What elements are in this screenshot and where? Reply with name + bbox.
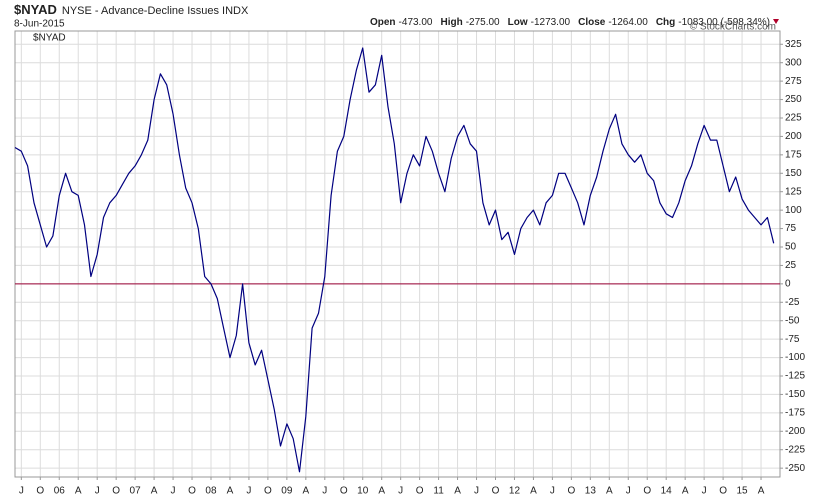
x-tick-label: 15 xyxy=(737,486,749,497)
x-tick-label: O xyxy=(112,486,120,497)
x-tick-label: A xyxy=(75,486,82,497)
quote-value: -1273.00 xyxy=(531,17,571,28)
y-tick-label: -150 xyxy=(785,389,805,400)
y-tick-label: 150 xyxy=(785,168,802,179)
y-tick-label: -175 xyxy=(785,408,805,419)
x-tick-label: A xyxy=(758,486,765,497)
y-tick-label: -225 xyxy=(785,444,805,455)
legend-label: $NYAD xyxy=(33,33,66,44)
x-tick-label: O xyxy=(36,486,44,497)
x-tick-label: 10 xyxy=(357,486,369,497)
y-tick-label: -25 xyxy=(785,297,800,308)
y-tick-label: 325 xyxy=(785,39,802,50)
y-tick-label: 275 xyxy=(785,76,802,87)
quote-value: -473.00 xyxy=(399,17,433,28)
y-tick-label: 125 xyxy=(785,186,802,197)
x-tick-label: O xyxy=(416,486,424,497)
y-tick-label: -75 xyxy=(785,334,800,345)
x-tick-label: 06 xyxy=(54,486,66,497)
y-tick-label: 200 xyxy=(785,131,802,142)
x-tick-label: 08 xyxy=(205,486,217,497)
x-tick-label: A xyxy=(378,486,385,497)
x-tick-label: O xyxy=(719,486,727,497)
y-tick-label: 0 xyxy=(785,278,791,289)
y-tick-label: -100 xyxy=(785,352,805,363)
quote: Open -473.00 High -275.00 Low -1273.00 Close -1… xyxy=(370,17,770,28)
y-tick-label: 25 xyxy=(785,260,797,271)
quote-label: Low xyxy=(508,17,528,28)
x-tick-label: A xyxy=(606,486,613,497)
y-tick-label: 225 xyxy=(785,113,802,124)
x-tick-label: O xyxy=(643,486,651,497)
y-tick-label: 300 xyxy=(785,57,802,68)
x-tick-label: 12 xyxy=(509,486,521,497)
copyright: © StockCharts.com xyxy=(690,22,776,33)
x-tick-label: J xyxy=(626,486,631,497)
x-tick-label: 13 xyxy=(585,486,597,497)
quote-value: -1264.00 xyxy=(608,17,648,28)
x-tick-label: A xyxy=(302,486,309,497)
x-tick-label: J xyxy=(95,486,100,497)
x-tick-label: A xyxy=(682,486,689,497)
plot-frame xyxy=(14,30,781,478)
x-tick-label: J xyxy=(322,486,327,497)
x-tick-label: A xyxy=(227,486,234,497)
chart-header: $NYAD NYSE - Advance-Decline Issues INDX xyxy=(14,2,249,17)
x-tick-label: J xyxy=(474,486,479,497)
x-tick-label: A xyxy=(530,486,537,497)
x-tick-label: J xyxy=(171,486,176,497)
quote-label: Close xyxy=(578,17,606,28)
y-tick-label: 250 xyxy=(785,94,802,105)
x-tick-label: O xyxy=(188,486,196,497)
x-tick-label: J xyxy=(550,486,555,497)
x-tick-label: 09 xyxy=(281,486,293,497)
y-tick-label: -125 xyxy=(785,371,805,382)
chart-subtitle: NYSE - Advance-Decline Issues INDX xyxy=(62,5,249,17)
x-tick-label: A xyxy=(454,486,461,497)
x-tick-label: J xyxy=(398,486,403,497)
quote-value: -275.00 xyxy=(466,17,500,28)
y-tick-label: -50 xyxy=(785,315,800,326)
x-tick-label: O xyxy=(340,486,348,497)
x-tick-label: A xyxy=(151,486,158,497)
y-tick-label: -200 xyxy=(785,426,805,437)
x-tick-label: O xyxy=(567,486,575,497)
x-tick-label: 11 xyxy=(433,486,444,497)
chart-date: 8-Jun-2015 xyxy=(14,19,65,30)
price-line xyxy=(14,47,775,473)
y-tick-label: 175 xyxy=(785,149,802,160)
quote-label: Open xyxy=(370,17,396,28)
quote-value: -1083.00 (-598.34%) xyxy=(678,17,770,28)
x-tick-label: J xyxy=(702,486,707,497)
chart-title: $NYAD xyxy=(14,2,57,17)
y-tick-label: -250 xyxy=(785,463,805,474)
quote-label: High xyxy=(440,17,462,28)
down-arrow xyxy=(773,19,779,24)
x-tick-label: 07 xyxy=(130,486,142,497)
x-tick-label: 14 xyxy=(661,486,673,497)
x-tick-label: O xyxy=(264,486,272,497)
x-tick-label: J xyxy=(246,486,251,497)
y-tick-label: 100 xyxy=(785,205,802,216)
x-tick-label: O xyxy=(492,486,500,497)
quote-label: Chg xyxy=(656,17,675,28)
y-tick-label: 75 xyxy=(785,223,797,234)
y-tick-label: 50 xyxy=(785,242,797,253)
x-tick-label: J xyxy=(19,486,24,497)
